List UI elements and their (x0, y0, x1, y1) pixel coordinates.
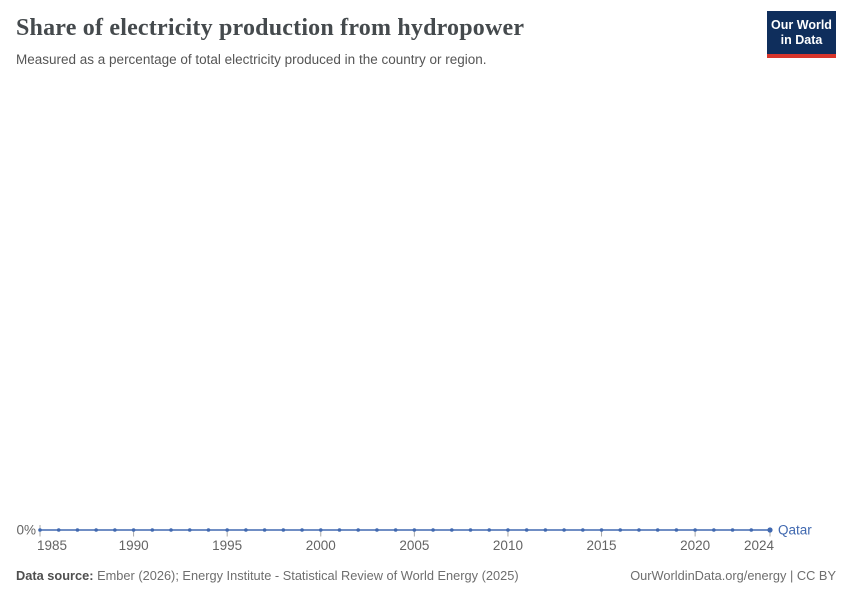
data-point[interactable] (281, 528, 286, 532)
data-point[interactable] (693, 528, 697, 532)
x-tick-label: 2005 (399, 538, 429, 553)
data-point[interactable] (150, 528, 155, 532)
series-end-marker (767, 527, 773, 533)
data-point[interactable] (337, 528, 342, 532)
x-tick-label: 2024 (744, 538, 775, 553)
x-tick-label: 2000 (306, 538, 336, 553)
data-point[interactable] (300, 528, 304, 532)
data-point[interactable] (131, 528, 136, 532)
x-tick-label: 1995 (212, 538, 242, 553)
data-source-text: Ember (2026); Energy Institute - Statist… (93, 568, 519, 583)
data-point[interactable] (543, 528, 548, 532)
x-tick-label: 2010 (493, 538, 523, 553)
data-point[interactable] (356, 528, 361, 532)
data-point[interactable] (38, 528, 42, 532)
data-point[interactable] (524, 528, 529, 532)
x-tick-label: 1990 (119, 538, 149, 553)
data-point[interactable] (599, 528, 604, 532)
owid-logo[interactable]: Our World in Data (767, 11, 836, 58)
data-point[interactable] (113, 528, 117, 532)
x-tick-label: 2020 (680, 538, 710, 553)
data-point[interactable] (730, 528, 735, 532)
data-point[interactable] (749, 528, 754, 532)
data-point[interactable] (655, 528, 660, 532)
page-title: Share of electricity production from hyd… (16, 15, 525, 41)
data-point[interactable] (393, 528, 398, 532)
data-point[interactable] (449, 528, 454, 532)
data-point[interactable] (674, 528, 679, 532)
data-point[interactable] (506, 528, 510, 532)
data-point[interactable] (94, 528, 98, 532)
data-point[interactable] (244, 528, 248, 532)
data-point[interactable] (56, 528, 61, 532)
data-point[interactable] (581, 528, 585, 532)
data-point[interactable] (318, 528, 323, 532)
line-chart[interactable]: 1985 1990 1995 2000 2005 2010 2015 2020 2024 0% Qa… (0, 500, 850, 560)
data-point[interactable] (562, 528, 566, 532)
data-point[interactable] (375, 528, 379, 532)
data-point[interactable] (262, 528, 267, 532)
data-point[interactable] (225, 528, 229, 532)
data-point[interactable] (712, 528, 716, 532)
owid-logo-line1: Our World (771, 18, 832, 32)
data-point[interactable] (431, 528, 435, 532)
owid-logo-line2: in Data (780, 32, 823, 47)
data-point[interactable] (206, 528, 211, 532)
data-point[interactable] (637, 528, 641, 532)
y-axis-label: 0% (16, 523, 36, 538)
data-source-note: Data source: Ember (2026); Energy Instit… (16, 568, 519, 583)
data-point[interactable] (412, 528, 417, 532)
data-point[interactable] (468, 528, 473, 532)
footer-link[interactable]: OurWorldinData.org/energy | CC BY (630, 568, 836, 583)
data-point[interactable] (75, 528, 80, 532)
chart-footer: Data source: Ember (2026); Energy Instit… (16, 568, 836, 583)
entity-label[interactable]: Qatar (778, 523, 812, 538)
data-point[interactable] (169, 528, 173, 532)
data-point[interactable] (487, 528, 492, 532)
chart-subtitle: Measured as a percentage of total electr… (16, 52, 487, 67)
x-tick-label: 2015 (587, 538, 617, 553)
data-point[interactable] (187, 528, 192, 532)
data-point[interactable] (618, 528, 623, 532)
x-tick-label: 1985 (37, 538, 67, 553)
data-source-label: Data source: (16, 568, 94, 583)
